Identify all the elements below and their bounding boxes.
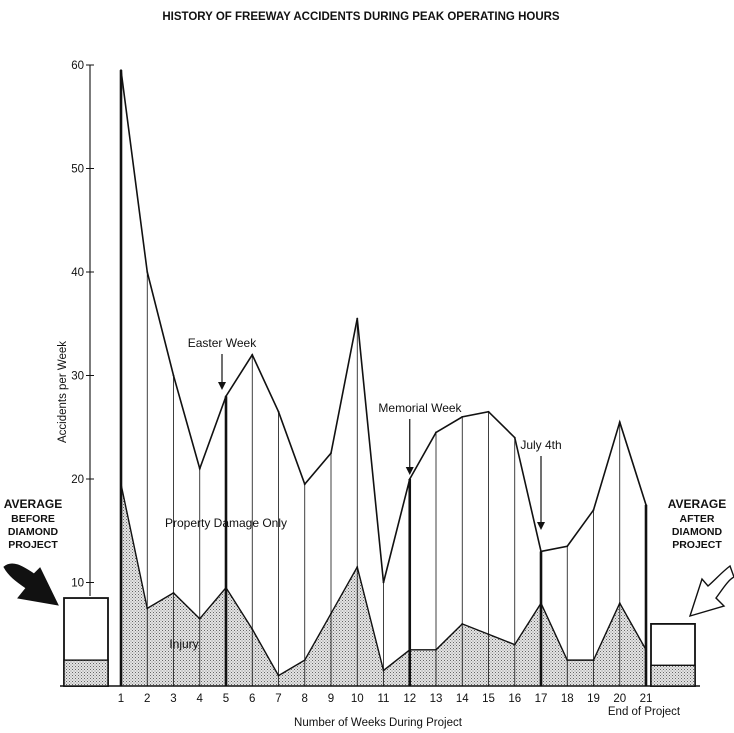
average-after-label-line-1: AFTER bbox=[680, 513, 715, 525]
point-total-11 bbox=[382, 581, 385, 584]
point-injury-15 bbox=[487, 633, 490, 636]
x-tick-label-18: 18 bbox=[561, 693, 574, 705]
annotation-arrow-head-1 bbox=[405, 467, 414, 475]
point-injury-7 bbox=[277, 674, 280, 677]
x-tick-label-2: 2 bbox=[144, 693, 150, 705]
point-injury-1 bbox=[120, 483, 122, 486]
after-arrow-icon bbox=[688, 564, 734, 618]
point-injury-13 bbox=[435, 648, 437, 651]
axes bbox=[3, 64, 734, 687]
point-injury-3 bbox=[172, 591, 175, 594]
point-injury-16 bbox=[513, 643, 516, 646]
point-total-10 bbox=[356, 317, 359, 320]
x-tick-label-8: 8 bbox=[302, 693, 308, 705]
point-injury-8 bbox=[303, 659, 306, 662]
y-tick-label-10: 10 bbox=[71, 578, 84, 590]
point-total-4 bbox=[198, 467, 201, 470]
point-injury-20 bbox=[618, 602, 621, 605]
point-total-14 bbox=[461, 416, 464, 418]
average-before-label-line-0: AVERAGE bbox=[4, 497, 62, 511]
y-tick-label-20: 20 bbox=[71, 474, 84, 486]
point-injury-6 bbox=[251, 628, 254, 630]
annotation-2: July 4th bbox=[520, 438, 561, 452]
x-tick-label-20: 20 bbox=[613, 693, 626, 705]
point-injury-18 bbox=[566, 659, 569, 662]
x-tick-label-21: 21 bbox=[640, 693, 653, 705]
x-tick-label-15: 15 bbox=[482, 693, 495, 705]
average-after-label-line-0: AVERAGE bbox=[668, 497, 726, 511]
point-total-8 bbox=[303, 483, 306, 486]
y-axis-label: Accidents per Week bbox=[57, 341, 69, 443]
point-total-13 bbox=[435, 431, 437, 434]
point-total-15 bbox=[487, 410, 490, 413]
point-total-5 bbox=[225, 395, 227, 398]
point-injury-12 bbox=[408, 648, 411, 651]
x-tick-label-13: 13 bbox=[430, 693, 443, 705]
x-tick-label-11: 11 bbox=[378, 693, 390, 705]
x-tick-label-16: 16 bbox=[508, 693, 521, 705]
annotation-0: Easter Week bbox=[188, 336, 257, 350]
before-arrow-icon bbox=[3, 563, 59, 606]
average-before-injury-bar bbox=[63, 659, 109, 687]
point-injury-17 bbox=[540, 602, 542, 605]
point-total-20 bbox=[618, 421, 621, 423]
annotation-arrow-head-2 bbox=[537, 522, 545, 530]
y-tick-label-60: 60 bbox=[71, 60, 84, 72]
x-tick-label-6: 6 bbox=[249, 693, 255, 705]
x-tick-label-17: 17 bbox=[535, 693, 548, 705]
point-injury-4 bbox=[198, 617, 201, 620]
end-of-project-label: End of Project bbox=[608, 706, 681, 718]
average-after-label-line-2: DIAMOND bbox=[672, 526, 723, 538]
point-injury-10 bbox=[356, 566, 359, 568]
x-tick-label-12: 12 bbox=[403, 693, 416, 705]
point-total-19 bbox=[592, 509, 595, 511]
average-after-injury-bar bbox=[650, 664, 696, 687]
injury-label: Injury bbox=[169, 637, 198, 651]
x-tick-label-19: 19 bbox=[587, 693, 600, 705]
point-injury-5 bbox=[225, 586, 227, 589]
x-tick-label-5: 5 bbox=[223, 693, 229, 705]
x-tick-label-7: 7 bbox=[275, 693, 281, 705]
point-total-18 bbox=[566, 545, 569, 548]
point-total-16 bbox=[513, 436, 516, 439]
property-damage-label: Property Damage Only bbox=[165, 516, 287, 530]
y-tick-label-50: 50 bbox=[71, 164, 84, 176]
point-total-6 bbox=[251, 353, 254, 356]
annotation-1: Memorial Week bbox=[378, 401, 462, 415]
plot-lines bbox=[119, 69, 648, 686]
x-tick-label-14: 14 bbox=[456, 693, 469, 705]
point-injury-2 bbox=[146, 607, 149, 610]
x-axis-label: Number of Weeks During Project bbox=[294, 717, 463, 729]
point-total-17 bbox=[540, 550, 542, 553]
average-after-label-line-3: PROJECT bbox=[672, 539, 722, 551]
average-before-label-line-2: DIAMOND bbox=[8, 526, 59, 538]
point-total-12 bbox=[408, 478, 411, 480]
chart-title: HISTORY OF FREEWAY ACCIDENTS DURING PEAK… bbox=[162, 11, 560, 23]
point-total-7 bbox=[277, 410, 280, 413]
point-total-3 bbox=[172, 374, 175, 377]
point-injury-9 bbox=[330, 612, 332, 615]
x-tick-label-10: 10 bbox=[351, 693, 364, 705]
average-before-label-line-1: BEFORE bbox=[11, 513, 55, 525]
x-tick-label-1: 1 bbox=[118, 693, 124, 705]
point-total-21 bbox=[645, 503, 647, 506]
annotation-arrow-head-0 bbox=[218, 382, 226, 390]
y-tick-label-40: 40 bbox=[71, 267, 84, 279]
y-tick-label-30: 30 bbox=[71, 371, 84, 383]
point-injury-11 bbox=[382, 669, 385, 672]
point-injury-14 bbox=[461, 623, 464, 625]
point-total-2 bbox=[146, 271, 149, 273]
point-total-9 bbox=[330, 452, 332, 455]
x-tick-label-9: 9 bbox=[328, 693, 334, 705]
point-total-1 bbox=[120, 69, 122, 72]
average-before-label-line-3: PROJECT bbox=[8, 539, 58, 551]
x-tick-label-3: 3 bbox=[170, 693, 176, 705]
x-tick-label-4: 4 bbox=[197, 693, 204, 705]
point-injury-21 bbox=[645, 648, 647, 651]
point-injury-19 bbox=[592, 659, 595, 662]
